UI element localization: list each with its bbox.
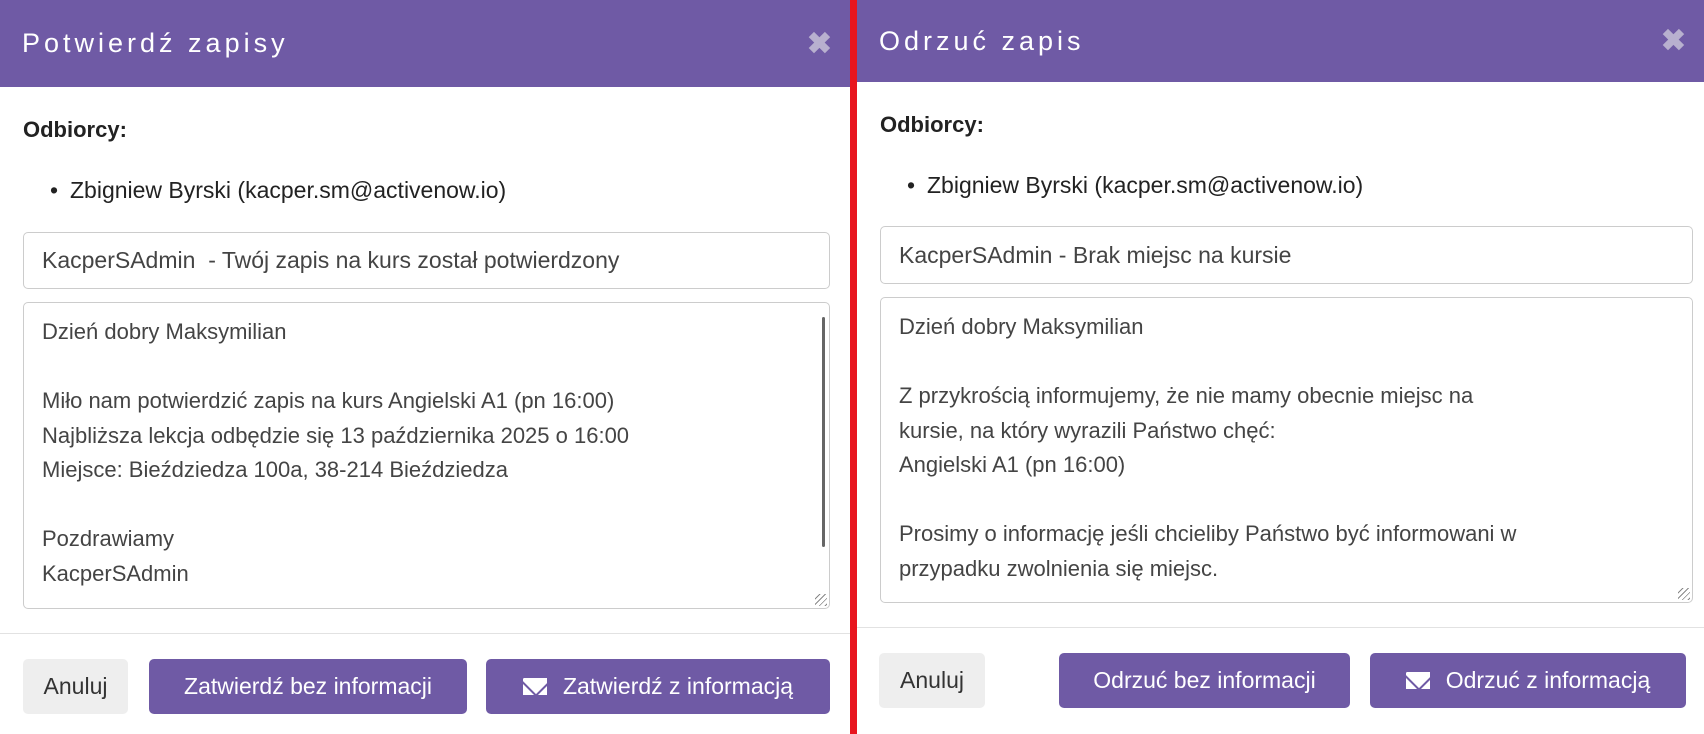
reject-without-info-button[interactable]: Odrzuć bez informacji (1059, 653, 1350, 708)
divider (0, 633, 850, 634)
dialog-title: Odrzuć zapis (879, 25, 1085, 56)
recipient-item: Zbigniew Byrski (kacper.sm@activenow.io) (50, 177, 506, 204)
envelope-icon (522, 678, 547, 695)
envelope-icon (1405, 672, 1430, 689)
message-textarea[interactable]: Dzień dobry Maksymilian Z przykrością in… (880, 297, 1693, 603)
confirm-dialog: Potwierdź zapisy ✖ Odbiorcy: Zbigniew By… (0, 0, 850, 734)
separator (850, 0, 857, 734)
message-text: Dzień dobry Maksymilian Miło nam potwier… (42, 319, 630, 586)
dialog-header: Odrzuć zapis ✖ (857, 0, 1704, 82)
scrollbar[interactable] (822, 317, 825, 547)
reject-with-info-button[interactable]: Odrzuć z informacją (1370, 653, 1686, 708)
message-textarea[interactable]: Dzień dobry Maksymilian Miło nam potwier… (23, 302, 830, 609)
resize-handle[interactable] (815, 594, 827, 606)
button-label: Zatwierdź z informacją (562, 673, 794, 699)
button-label: Odrzuć z informacją (1445, 667, 1651, 693)
cancel-button[interactable]: Anuluj (879, 653, 985, 708)
recipients-label: Odbiorcy: (23, 117, 127, 142)
close-icon[interactable]: ✖ (806, 27, 832, 60)
dialog-header: Potwierdź zapisy ✖ (0, 0, 850, 87)
subject-input[interactable] (880, 226, 1693, 284)
confirm-with-info-button[interactable]: Zatwierdź z informacją (486, 659, 830, 714)
recipient-item: Zbigniew Byrski (kacper.sm@activenow.io) (907, 172, 1363, 199)
message-text: Dzień dobry Maksymilian Z przykrością in… (899, 314, 1517, 581)
dialog-title: Potwierdź zapisy (22, 28, 289, 58)
recipients-label: Odbiorcy: (880, 112, 984, 137)
resize-handle[interactable] (1678, 588, 1690, 600)
reject-dialog: Odrzuć zapis ✖ Odbiorcy: Zbigniew Byrski… (857, 0, 1704, 734)
confirm-without-info-button[interactable]: Zatwierdź bez informacji (149, 659, 467, 714)
divider (857, 627, 1704, 628)
close-icon[interactable]: ✖ (1660, 24, 1686, 58)
subject-input[interactable] (23, 232, 830, 289)
cancel-button[interactable]: Anuluj (23, 659, 128, 714)
